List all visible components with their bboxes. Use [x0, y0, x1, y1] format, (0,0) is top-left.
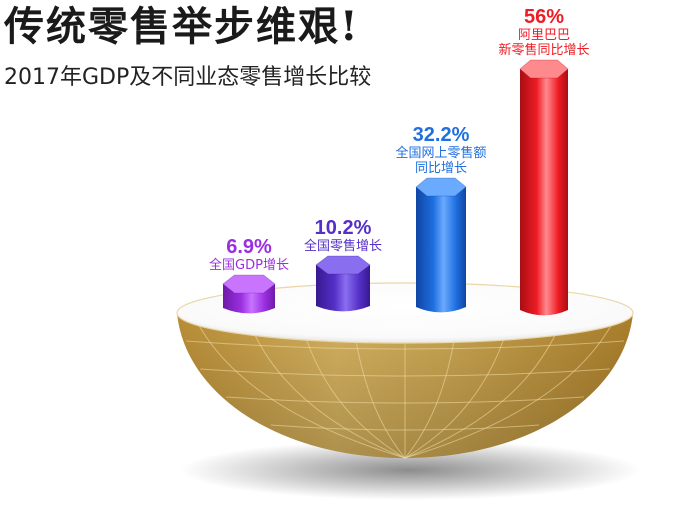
bar-body — [416, 187, 466, 313]
data-label-value: 32.2% — [413, 124, 470, 146]
bowl-top — [177, 283, 633, 343]
bowl-rim — [176, 282, 634, 344]
category-label: 全国GDP增长 — [209, 257, 289, 273]
bar-cap — [519, 59, 569, 79]
bowl-shadow — [180, 440, 640, 500]
category-label: 全国零售增长 — [304, 238, 382, 254]
bar-body — [520, 69, 568, 316]
bar-body — [316, 265, 370, 312]
bar-1: 6.9%全国GDP增长 — [209, 236, 289, 314]
bar-cap — [315, 255, 371, 275]
data-label-value: 56% — [524, 6, 564, 28]
category-label: 新零售同比增长 — [498, 42, 589, 58]
bar-cap — [415, 177, 467, 197]
bar-2: 10.2%全国零售增长 — [304, 217, 382, 312]
chart-title: 传统零售举步维艰! — [4, 3, 360, 50]
bar-cap — [222, 274, 276, 294]
chart-subtitle: 2017年GDP及不同业态零售增长比较 — [4, 65, 372, 90]
category-label: 全国网上零售额 — [395, 145, 486, 161]
category-label: 阿里巴巴 — [518, 28, 570, 43]
data-label-value: 10.2% — [315, 217, 372, 239]
bowl-grid-lines — [186, 321, 624, 459]
category-label: 同比增长 — [415, 161, 467, 176]
data-label-value: 6.9% — [226, 236, 272, 258]
